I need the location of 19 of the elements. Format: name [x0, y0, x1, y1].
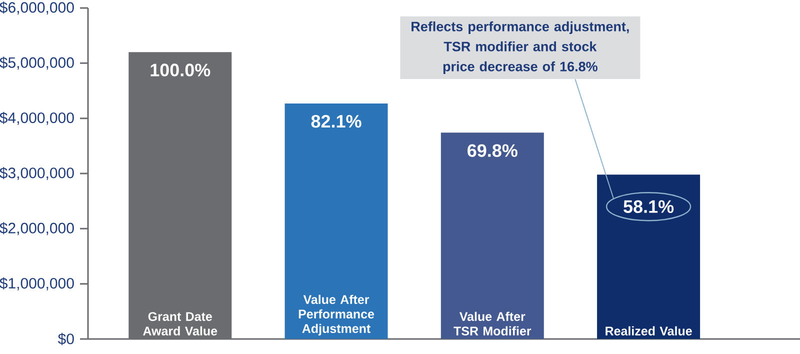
y-tick-label: $6,000,000: [0, 1, 74, 15]
x-tick-label: Value After Performance Adjustment: [298, 294, 374, 336]
annotation: 69.8%: [468, 144, 518, 157]
y-tick-label: $2,000,000: [0, 222, 74, 236]
bar: [597, 174, 700, 339]
bar: [440, 132, 544, 339]
y-tick-label: $0: [58, 332, 74, 346]
x-tick-label: Grant Date Award Value: [143, 312, 218, 336]
y-tick-label: $3,000,000: [0, 166, 74, 180]
bar: [284, 103, 388, 339]
annotation: 82.1%: [311, 114, 362, 128]
y-tick-label: $5,000,000: [0, 56, 74, 70]
x-tick-label: Value After TSR Modifier: [454, 312, 532, 336]
annotation: 58.1%: [624, 200, 674, 213]
y-tick-label: $1,000,000: [0, 277, 74, 290]
x-tick-label: Realized Value: [606, 326, 692, 336]
annotation: Reflects performance adjustment, TSR modifier and stock price decrease of 16.8%: [412, 21, 629, 74]
y-tick-label: $4,000,000: [0, 112, 74, 125]
annotation: 100.0%: [150, 64, 210, 76]
